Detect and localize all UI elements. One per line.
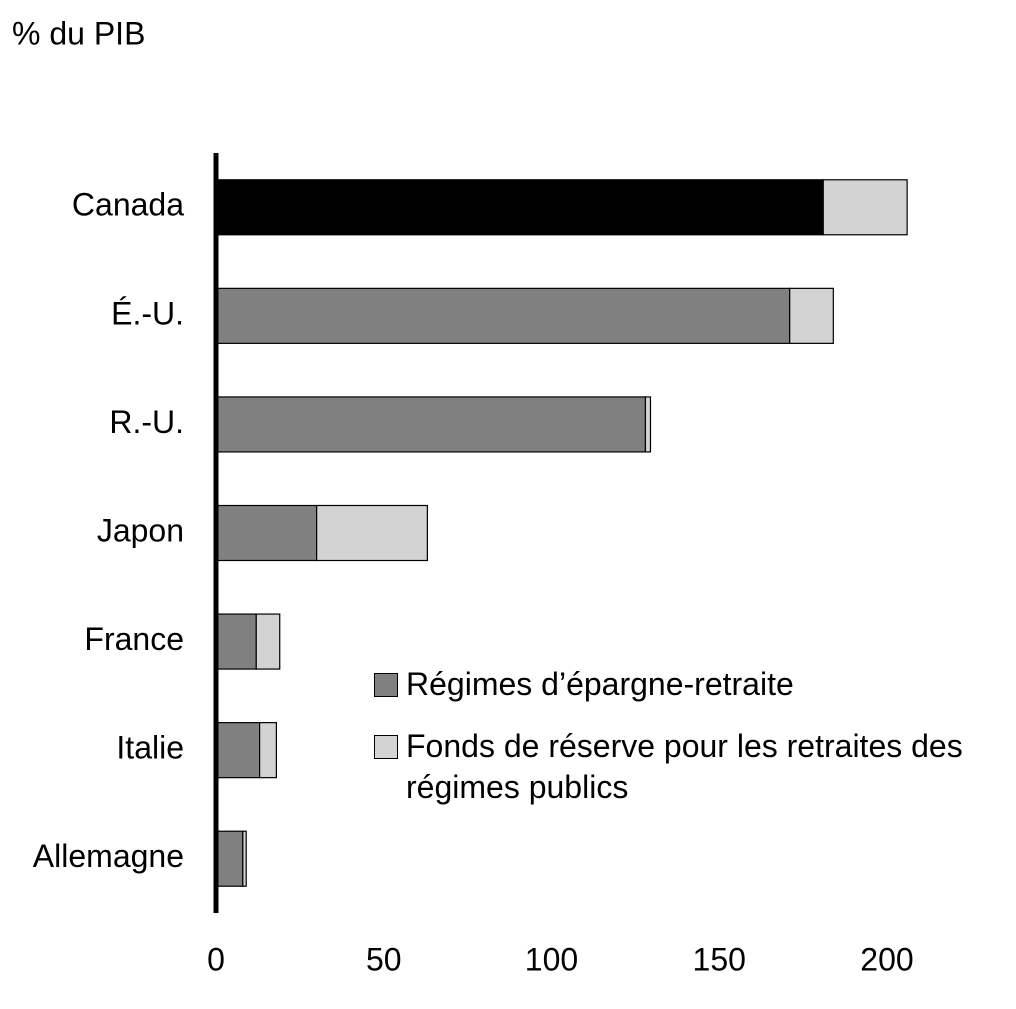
x-tick-label: 0 [207, 941, 225, 977]
unit-label: % du PIB [12, 15, 145, 51]
y-tick-label: Japon [97, 512, 184, 548]
bar-segment [255, 613, 281, 670]
legend-item: Régimes d’épargne-retraite [370, 664, 1010, 706]
bar-segment [789, 287, 834, 344]
x-tick-label: 50 [366, 941, 402, 977]
bar-segment [215, 179, 824, 236]
y-tick-label: Italie [116, 730, 184, 766]
legend-label: Régimes d’épargne-retraite [406, 666, 794, 702]
legend-swatch [374, 673, 398, 697]
bar-segment [316, 504, 428, 562]
bar-segment [822, 179, 908, 236]
y-tick-label: France [84, 621, 184, 657]
bar-segment [215, 396, 647, 453]
x-tick-label: 100 [525, 941, 578, 977]
bar-segment [215, 504, 318, 562]
legend: Régimes d’épargne-retraite Fonds de réser… [370, 664, 1010, 829]
bar-segment [242, 830, 247, 887]
bar-segment [215, 287, 791, 344]
bar-segment [215, 722, 261, 779]
y-tick-label: É.-U. [111, 295, 184, 331]
bar-segment [259, 722, 277, 779]
x-tick-label: 150 [693, 941, 746, 977]
legend-swatch [374, 734, 398, 759]
bar-segment [215, 613, 257, 670]
y-tick-label: Allemagne [33, 838, 184, 874]
y-tick-label: Canada [72, 187, 184, 223]
legend-label: Fonds de réserve pour les retraites des … [406, 727, 963, 806]
bar-segment [644, 396, 652, 453]
y-tick-label: R.-U. [109, 404, 184, 440]
legend-item: Fonds de réserve pour les retraites des … [370, 726, 1010, 809]
x-tick-label: 200 [860, 941, 913, 977]
bar-segment [215, 830, 244, 887]
